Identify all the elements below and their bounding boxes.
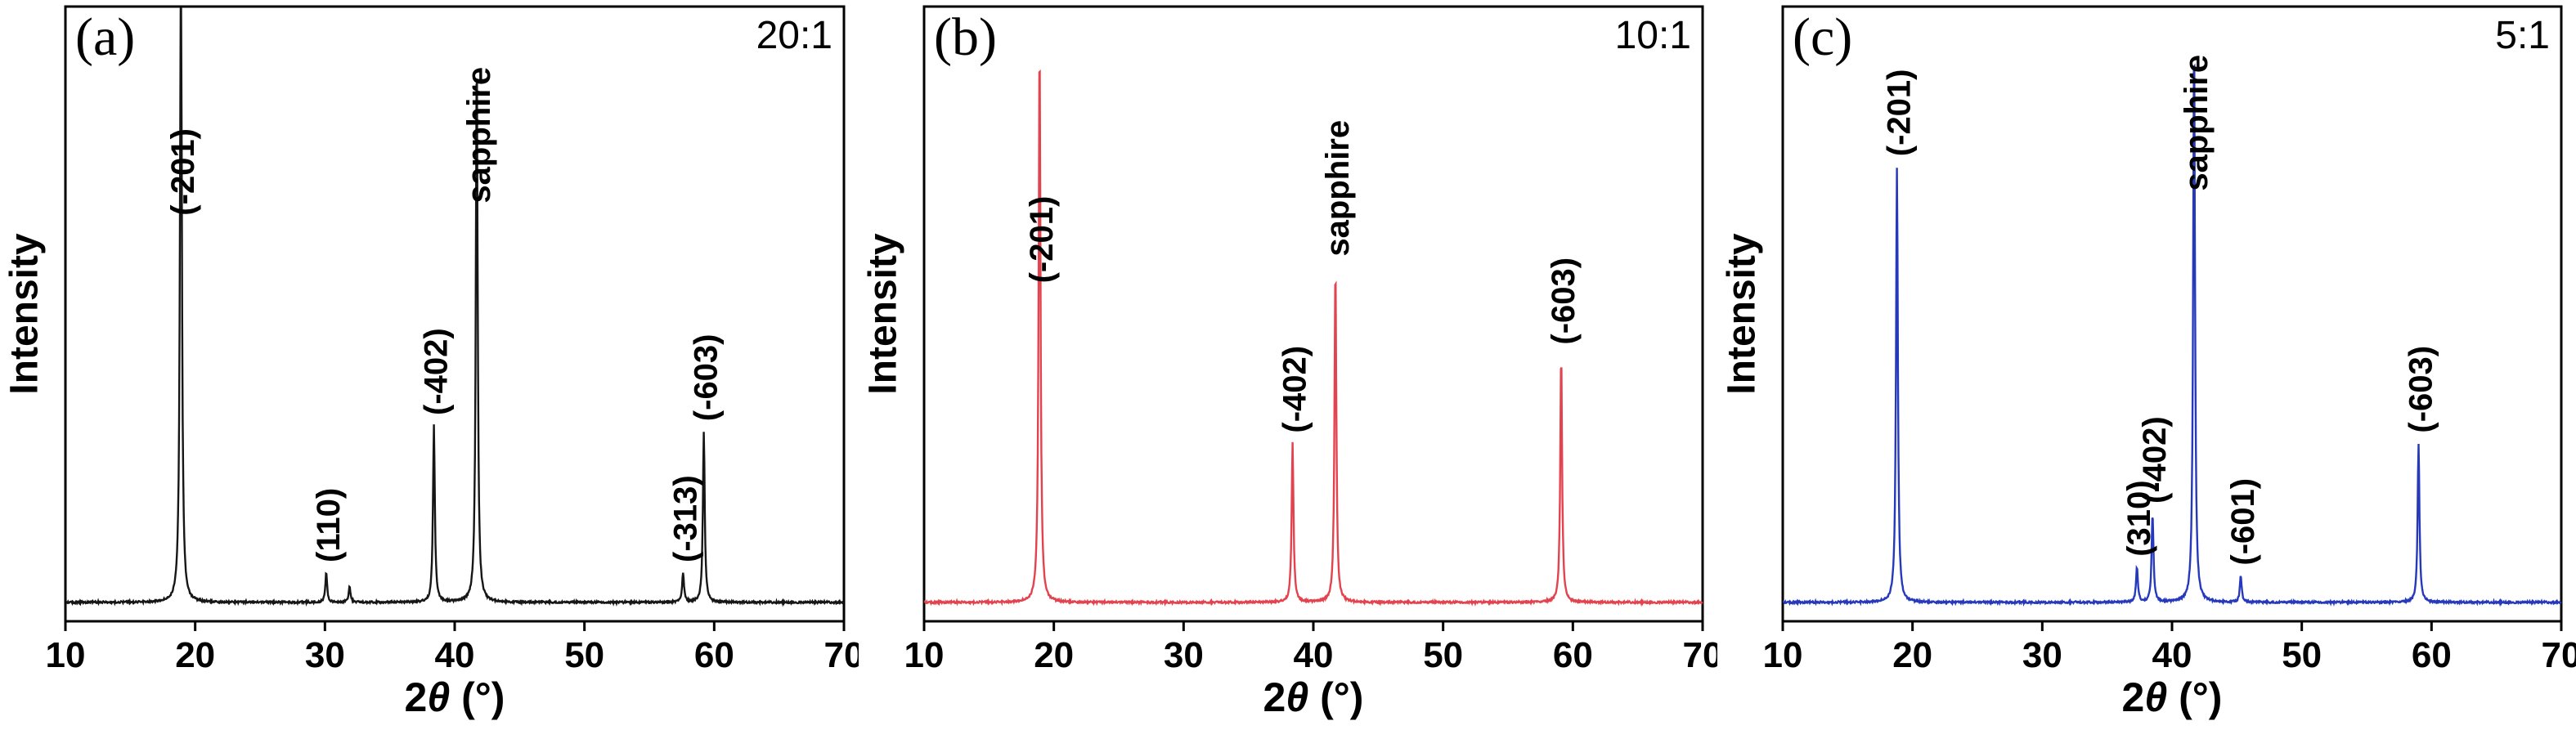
growth-ratio-label: 5:1 [2495,14,2550,57]
peak-label: (-201) [165,128,201,216]
peak-label: (-402) [1277,346,1313,433]
x-axis-label-prefix: 2 [2121,674,2145,720]
x-tick-label: 50 [1423,635,1463,675]
peak-label: (-603) [1546,258,1582,345]
x-tick-label: 40 [1294,635,1334,675]
peak-label: sapphire [1320,120,1356,257]
xrd-plot-a: 10 20 30 40 50 60 70 (-201) (110) (-402) sapphire (… [46,5,859,675]
theta-symbol: θ [2144,674,2168,720]
growth-ratio-label: 10:1 [1614,14,1691,57]
peak-label: sapphire [2179,55,2215,191]
y-axis-label: Intensity [861,233,905,395]
x-tick-label: 40 [435,635,475,675]
y-axis-label: Intensity [2,233,47,395]
x-tick-label: 30 [305,635,345,675]
x-axis-label: 2θ (°) [1263,674,1364,721]
x-tick-label: 20 [1892,635,1932,675]
theta-symbol: θ [1286,674,1309,720]
xrd-plot-c: 10 20 30 40 50 60 70 (-201) (310)(-402) sapphire (… [1763,5,2576,675]
x-axis-label-prefix: 2 [1263,674,1286,720]
x-tick-label: 30 [2022,635,2062,675]
panel-letter-b: (b) [934,7,997,67]
xrd-trace [923,69,1703,607]
x-tick-label: 60 [694,635,734,675]
panel-letter-c: (c) [1793,7,1853,67]
xrd-plot-b: 10 20 30 40 50 60 70 (-201) (-402) sapphire (-603) [904,5,1717,675]
x-tick-label: 70 [1683,635,1717,675]
x-tick-label: 10 [46,635,86,675]
x-tick-label: 10 [1763,635,1803,675]
peak-label: (-201) [1882,69,1918,156]
x-tick-label: 70 [2542,635,2576,675]
peak-label: sapphire [461,67,497,204]
xrd-panel-a: 10 20 30 40 50 60 70 (-201) (110) (-402) sapphire (… [0,0,859,730]
x-tick-label: 10 [904,635,945,675]
xrd-trace [1782,63,2562,607]
x-axis-label-prefix: 2 [404,674,428,720]
growth-ratio-label: 20:1 [756,14,832,57]
x-tick-label: 50 [564,635,604,675]
peak-label: (-402) [419,328,455,415]
x-tick-label: 20 [1034,635,1074,675]
x-tick-label: 20 [175,635,215,675]
x-tick-label: 60 [2412,635,2452,675]
x-tick-label: 70 [824,635,859,675]
peak-label: (310) [2121,480,2157,556]
peak-label: (110) [311,488,347,562]
x-axis-label: 2θ (°) [405,674,505,721]
panel-letter-a: (a) [75,7,136,67]
peak-label: (-402) [2137,416,2173,504]
x-axis-label-suffix: (°) [2167,674,2223,720]
y-axis-label: Intensity [1720,233,1764,395]
xrd-panel-b: 10 20 30 40 50 60 70 (-201) (-402) sapphire (-603)… [859,0,1717,730]
x-tick-label: 60 [1553,635,1593,675]
xrd-trace [65,7,845,607]
x-tick-label: 50 [2282,635,2322,675]
peak-label: (-601) [2225,478,2261,566]
x-axis-label: 2θ (°) [2122,674,2223,721]
peak-label: (-603) [2403,346,2439,433]
xrd-panel-c: 10 20 30 40 50 60 70 (-201) (310) (-402) sapphire (… [1717,0,2576,730]
x-tick-label: 30 [1164,635,1204,675]
x-tick-label: 40 [2152,635,2192,675]
peak-label: (-201) [1024,196,1060,284]
x-axis-label-suffix: (°) [1308,674,1364,720]
theta-symbol: θ [427,674,451,720]
peak-label: (-603) [689,334,725,421]
peak-label: (-313) [667,475,703,562]
x-axis-label-suffix: (°) [450,674,505,720]
